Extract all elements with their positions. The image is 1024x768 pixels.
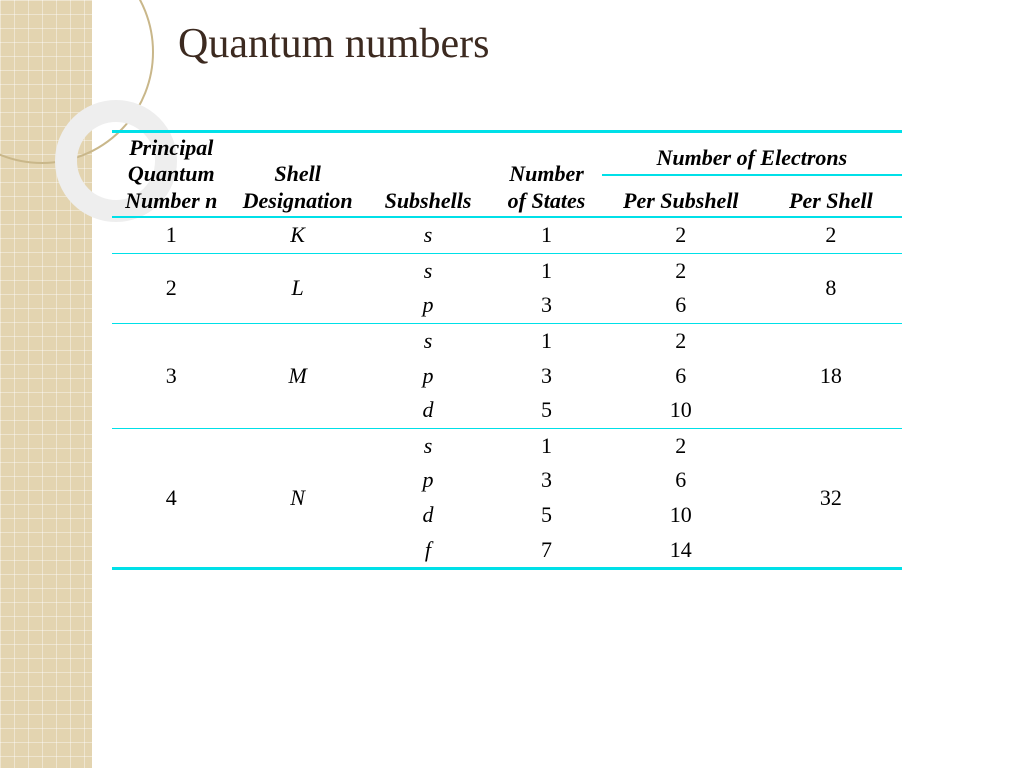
cell-subshell: p [365,359,491,394]
cell-per-shell: 8 [760,253,902,323]
table-row: 2Ls128 [112,253,902,288]
col-header-shell-designation: Shell Designation [231,132,365,217]
cell-per-subshell: 10 [602,393,760,428]
table-row: 3Ms1218 [112,323,902,358]
cell-subshell: p [365,463,491,498]
cell-per-subshell: 2 [602,428,760,463]
cell-states: 3 [491,359,602,394]
cell-shell-designation: M [231,323,365,428]
cell-per-shell: 32 [760,428,902,568]
cell-per-subshell: 6 [602,359,760,394]
cell-per-subshell: 10 [602,498,760,533]
cell-states: 3 [491,288,602,323]
cell-subshell: s [365,253,491,288]
cell-states: 5 [491,393,602,428]
cell-per-shell: 2 [760,217,902,253]
cell-per-shell: 18 [760,323,902,428]
cell-subshell: s [365,217,491,253]
cell-states: 1 [491,217,602,253]
cell-subshell: d [365,393,491,428]
cell-shell-designation: N [231,428,365,568]
cell-subshell: s [365,428,491,463]
cell-states: 1 [491,428,602,463]
table-body: 1Ks1222Ls128p363Ms1218p36d5104Ns1232p36d… [112,217,902,568]
cell-states: 1 [491,323,602,358]
col-header-principal: Principal Quantum Number n [112,132,231,217]
cell-subshell: d [365,498,491,533]
cell-shell-designation: L [231,253,365,323]
quantum-numbers-table: Principal Quantum Number n Shell Designa… [112,130,902,570]
cell-per-subshell: 6 [602,463,760,498]
cell-per-subshell: 14 [602,533,760,569]
cell-states: 3 [491,463,602,498]
table-header: Principal Quantum Number n Shell Designa… [112,132,902,218]
cell-n: 2 [112,253,231,323]
cell-subshell: p [365,288,491,323]
cell-n: 1 [112,217,231,253]
cell-per-subshell: 2 [602,323,760,358]
cell-subshell: f [365,533,491,569]
cell-n: 3 [112,323,231,428]
cell-per-subshell: 2 [602,217,760,253]
col-header-per-subshell: Per Subshell [602,175,760,216]
table-row: 1Ks122 [112,217,902,253]
col-header-number-of-states: Number of States [491,132,602,217]
cell-states: 7 [491,533,602,569]
col-header-subshells: Subshells [365,132,491,217]
slide-title: Quantum numbers [178,20,489,68]
cell-subshell: s [365,323,491,358]
cell-shell-designation: K [231,217,365,253]
cell-states: 1 [491,253,602,288]
quantum-table-container: Principal Quantum Number n Shell Designa… [112,130,902,570]
table-row: 4Ns1232 [112,428,902,463]
cell-per-subshell: 2 [602,253,760,288]
col-header-per-shell: Per Shell [760,175,902,216]
col-header-number-of-electrons: Number of Electrons [602,132,902,175]
cell-per-subshell: 6 [602,288,760,323]
cell-states: 5 [491,498,602,533]
cell-n: 4 [112,428,231,568]
